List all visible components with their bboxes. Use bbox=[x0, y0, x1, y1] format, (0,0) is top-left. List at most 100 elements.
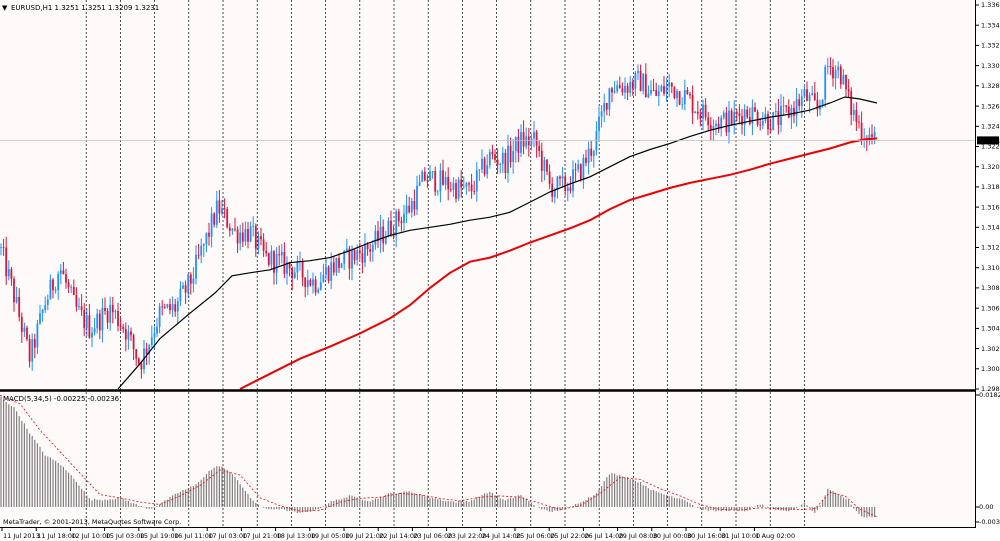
candle-body bbox=[262, 239, 265, 251]
candle-body bbox=[769, 129, 772, 131]
candle-body bbox=[650, 89, 652, 94]
candle-body bbox=[756, 111, 759, 125]
price-tick-label: 1.3005 bbox=[981, 365, 1000, 373]
candle-body bbox=[728, 110, 730, 133]
indicator-axis[interactable]: 0.01823 0.00 -0.00361 bbox=[975, 391, 1000, 526]
candle-body bbox=[717, 123, 720, 129]
candle-body bbox=[423, 171, 426, 181]
candle-body bbox=[481, 158, 483, 170]
candle-body bbox=[436, 191, 439, 193]
candle-body bbox=[613, 91, 616, 93]
candle-body bbox=[761, 121, 764, 126]
candle-body bbox=[314, 279, 317, 293]
candle-body bbox=[691, 95, 694, 114]
candle-body bbox=[743, 109, 746, 125]
time-tick-label: 16 Jul 11:00 bbox=[174, 532, 213, 540]
candles bbox=[0, 57, 876, 379]
candle-body bbox=[163, 307, 166, 308]
candle-body bbox=[293, 272, 296, 279]
candle-body bbox=[13, 278, 15, 303]
candle-body bbox=[10, 269, 13, 279]
candle-body bbox=[397, 211, 400, 222]
candle-body bbox=[538, 145, 541, 151]
time-tick-label: 25 Jul 06:00 bbox=[516, 532, 555, 540]
candle-body bbox=[306, 280, 309, 287]
time-tick-label: 15 Jul 03:00 bbox=[106, 532, 145, 540]
candle-body bbox=[28, 339, 31, 362]
candle-body bbox=[868, 134, 871, 142]
candle-body bbox=[119, 325, 122, 327]
candle-body bbox=[273, 251, 275, 273]
candle-body bbox=[208, 232, 210, 237]
candle-body bbox=[852, 109, 855, 115]
candle-body bbox=[335, 257, 338, 273]
candle-body bbox=[221, 208, 223, 214]
candle-body bbox=[608, 88, 611, 110]
candle-body bbox=[36, 323, 39, 348]
candle-body bbox=[96, 313, 99, 329]
candle-body bbox=[527, 136, 530, 146]
price-tick-label: 1.3185 bbox=[981, 183, 1000, 191]
candle-body bbox=[444, 177, 447, 185]
candle-body bbox=[824, 66, 827, 100]
candle-body bbox=[62, 270, 65, 275]
price-tick-label: 1.2985 bbox=[981, 385, 1000, 393]
ma-slow-line bbox=[239, 137, 878, 390]
candle-body bbox=[395, 211, 398, 236]
candle-body bbox=[252, 225, 255, 227]
candle-body bbox=[184, 285, 187, 293]
candle-body bbox=[260, 236, 262, 240]
candle-body bbox=[148, 345, 151, 354]
candle-body bbox=[400, 221, 403, 223]
candle-body bbox=[696, 111, 699, 114]
candle-body bbox=[57, 274, 60, 291]
candle-body bbox=[855, 109, 858, 122]
candle-body bbox=[374, 230, 377, 245]
candle-body bbox=[746, 109, 749, 118]
candle-body bbox=[722, 112, 725, 118]
candle-body bbox=[564, 176, 567, 191]
candle-body bbox=[223, 208, 226, 210]
time-tick-label: 11 Jul 18:00 bbox=[37, 532, 76, 540]
candle-body bbox=[512, 151, 515, 162]
candle-body bbox=[18, 297, 21, 317]
candle-body bbox=[98, 313, 101, 331]
price-tick-label: 1.3045 bbox=[981, 325, 1000, 333]
candle-body bbox=[483, 158, 486, 175]
candle-body bbox=[114, 311, 117, 313]
candle-body bbox=[429, 171, 431, 181]
indicator-tick-label: 0.01823 bbox=[979, 391, 1000, 399]
candle-body bbox=[707, 117, 710, 126]
candle-body bbox=[655, 89, 658, 96]
price-axis[interactable]: 1.3365 1.3345 1.3325 1.3305 1.3285 1.3265 1.32… bbox=[975, 1, 1000, 393]
candle-body bbox=[153, 333, 156, 338]
candle-body bbox=[301, 261, 304, 278]
candle-body bbox=[140, 363, 143, 370]
candle-body bbox=[845, 74, 847, 90]
candle-body bbox=[377, 230, 379, 242]
candle-body bbox=[790, 108, 793, 118]
candle-body bbox=[566, 187, 569, 191]
candle-body bbox=[686, 90, 689, 94]
candle-body bbox=[156, 326, 158, 334]
candle-body bbox=[858, 121, 860, 123]
time-tick-label: 17 Jul 03:00 bbox=[208, 532, 247, 540]
candle-body bbox=[670, 82, 673, 87]
price-pane-background[interactable] bbox=[0, 0, 975, 390]
candle-body bbox=[741, 116, 743, 125]
candle-body bbox=[405, 205, 408, 214]
candle-body bbox=[171, 304, 174, 310]
candle-body bbox=[803, 89, 806, 97]
candle-body bbox=[176, 301, 179, 312]
candle-body bbox=[631, 81, 634, 89]
candle-body bbox=[413, 201, 416, 210]
candle-body bbox=[535, 131, 538, 146]
candle-body bbox=[7, 269, 10, 277]
candle-body bbox=[330, 262, 333, 281]
candle-body bbox=[504, 152, 507, 173]
candle-body bbox=[754, 107, 756, 112]
candle-body bbox=[704, 104, 707, 118]
